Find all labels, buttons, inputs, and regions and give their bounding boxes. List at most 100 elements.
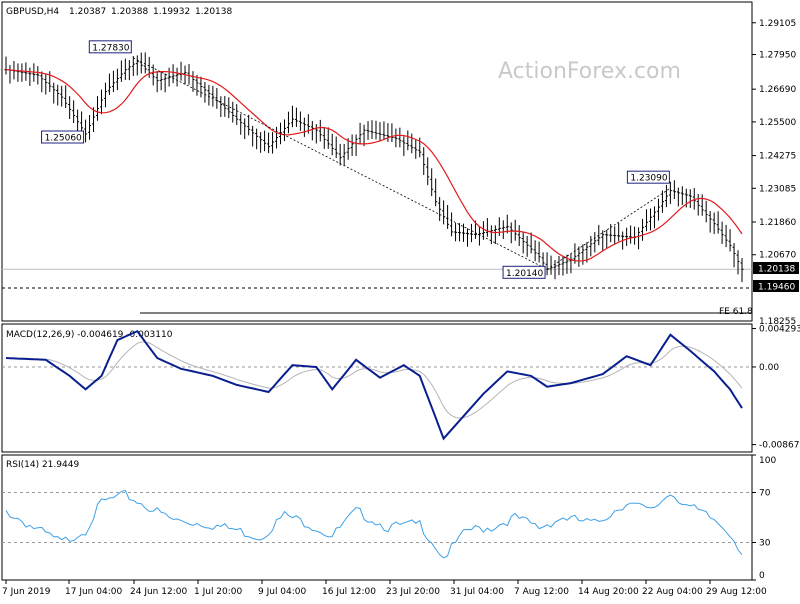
watermark: ActionForex.com — [498, 59, 681, 84]
price-header-high: 1.20388 — [111, 7, 148, 17]
trend-line — [546, 187, 671, 270]
price-bar — [123, 58, 127, 80]
price-bar — [211, 85, 215, 107]
price-bar — [601, 230, 605, 251]
price-bar — [107, 73, 111, 95]
price-bar — [386, 123, 390, 142]
macd-signal-line — [6, 341, 743, 419]
price-bar — [267, 132, 271, 154]
price-bar — [454, 223, 458, 242]
moving-average-line — [5, 69, 743, 262]
x-tick-label: 23 Jul 20:00 — [386, 587, 440, 597]
price-bar — [60, 85, 64, 107]
price-bar — [716, 211, 720, 234]
price-bar — [370, 120, 374, 139]
x-tick-label: 17 Jun 04:00 — [65, 587, 122, 597]
price-bar — [720, 221, 724, 244]
price-bar — [282, 119, 286, 141]
price-bar — [648, 208, 652, 231]
x-tick-label: 1 Jul 20:00 — [194, 587, 243, 597]
price-bar — [505, 214, 509, 234]
x-tick-label: 22 Aug 04:00 — [642, 587, 703, 597]
price-bar — [96, 96, 100, 121]
price-bar — [728, 229, 732, 252]
price-annotation-box — [41, 130, 85, 144]
price-bar — [215, 88, 219, 109]
price-bar — [537, 241, 541, 263]
price-bar — [561, 256, 565, 276]
price-bar — [422, 147, 426, 175]
rsi-ytick-label: 100 — [759, 456, 776, 466]
price-bar — [275, 126, 279, 149]
price-bar — [358, 122, 362, 145]
macd-line — [5, 329, 743, 441]
price-bar — [525, 235, 529, 257]
price-bar — [294, 107, 298, 127]
price-header-close: 1.20138 — [195, 7, 232, 17]
price-bar — [298, 111, 302, 131]
price-bar — [736, 250, 740, 275]
price-bar — [76, 109, 80, 133]
price-bar — [56, 84, 60, 106]
price-bar — [338, 143, 342, 166]
price-bar — [342, 143, 346, 166]
price-bar — [290, 105, 294, 128]
price-bar — [28, 67, 32, 86]
price-bar — [676, 187, 680, 207]
last-price-badge — [753, 262, 799, 274]
price-bar — [302, 117, 306, 137]
macd-ytick-label: 0.00 — [759, 363, 779, 373]
price-bar — [203, 82, 207, 103]
price-bar — [629, 225, 633, 244]
price-bar — [462, 223, 466, 242]
price-bar — [625, 227, 629, 246]
macd-title: MACD(12,26,9) -0.004619 -0.003110 — [6, 330, 173, 340]
price-bar — [672, 180, 676, 200]
price-bar — [155, 71, 159, 93]
rsi-ytick-label: 30 — [759, 539, 771, 549]
price-bar — [231, 101, 235, 123]
price-bar — [72, 100, 76, 124]
support-price-badge — [753, 280, 799, 292]
price-bar — [92, 107, 96, 132]
price-bar — [223, 96, 227, 117]
price-bar — [346, 138, 350, 160]
price-bar — [549, 255, 553, 275]
price-bar — [263, 130, 267, 152]
price-annotation-label: 1.25060 — [45, 134, 82, 144]
price-bar — [199, 76, 203, 98]
price-ytick-label: 1.24275 — [759, 152, 796, 162]
macd-ytick-label: -0.00867 — [759, 441, 799, 451]
price-bar — [374, 120, 378, 140]
rsi-title: RSI(14) 21.9449 — [6, 460, 79, 470]
price-bar — [469, 223, 473, 243]
macd-y-axis: 0.004293 0.00 -0.00867 — [752, 325, 800, 451]
rsi-ytick-label: 0 — [759, 571, 765, 581]
price-header-low: 1.19932 — [153, 7, 190, 17]
price-bar — [80, 111, 84, 135]
x-tick-label: 29 Aug 12:00 — [706, 587, 767, 597]
price-bar — [20, 63, 24, 82]
price-bar — [207, 84, 211, 106]
price-bar — [680, 186, 684, 206]
price-bar — [163, 73, 167, 93]
price-bar — [143, 52, 147, 74]
price-bar — [382, 121, 386, 141]
price-bar — [350, 134, 354, 156]
price-bar — [438, 197, 442, 221]
price-bar — [378, 122, 382, 141]
price-bar — [115, 68, 119, 91]
price-y-axis: 1.29105 1.27950 1.26690 1.25500 1.24275 1.230… — [752, 19, 796, 261]
price-bar — [119, 60, 123, 82]
price-bar — [434, 178, 438, 207]
price-bar — [195, 74, 199, 96]
price-bar — [111, 70, 115, 93]
price-bar — [660, 190, 664, 213]
price-bar — [103, 82, 107, 108]
price-ytick-label: 1.27950 — [759, 51, 796, 61]
trend-line — [133, 57, 548, 270]
price-header-symbol: GBPUSD,H4 — [6, 7, 59, 17]
x-tick-label: 7 Aug 12:00 — [514, 587, 569, 597]
price-bar — [239, 114, 243, 135]
